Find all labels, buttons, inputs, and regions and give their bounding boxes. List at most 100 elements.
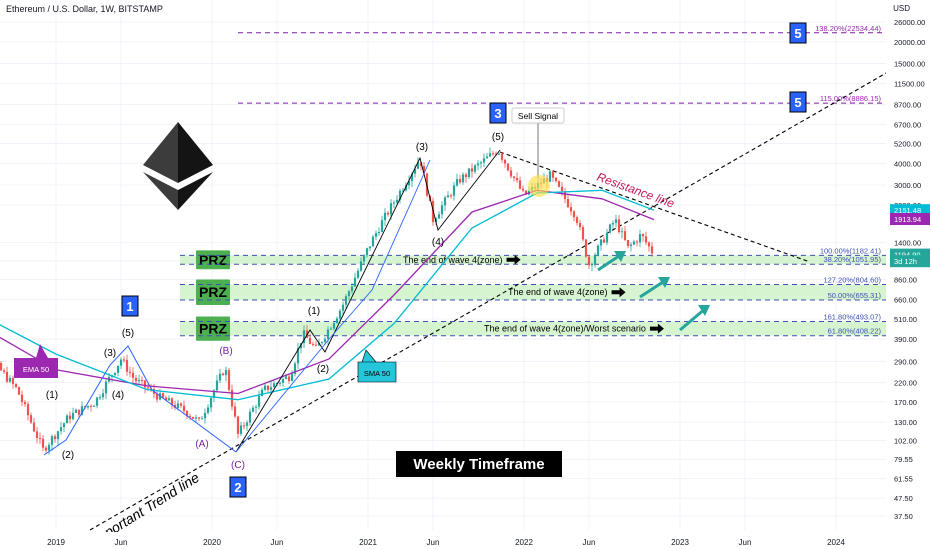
candle-body <box>119 359 123 366</box>
candle-body <box>209 398 213 408</box>
candle-body <box>233 406 237 417</box>
candle-body <box>584 239 588 257</box>
candle-body <box>278 382 282 384</box>
candle-body <box>470 168 474 172</box>
candle-body <box>404 185 408 191</box>
candle-body <box>17 387 21 395</box>
candle-body <box>401 190 405 192</box>
candle-body <box>299 343 303 349</box>
candle-body <box>86 405 90 408</box>
candle-body <box>257 396 261 407</box>
candle-body <box>53 436 57 440</box>
candle-body <box>467 168 471 178</box>
candle-body <box>185 411 189 416</box>
candle-body <box>8 377 12 382</box>
candle-body <box>26 404 30 416</box>
fib-label: 138.20%(22534.44) <box>815 24 881 33</box>
candle-body <box>563 191 567 200</box>
candle-body <box>380 220 384 232</box>
wave-label: (1) <box>308 306 320 317</box>
candle-body <box>341 304 345 311</box>
candle-body <box>218 373 222 381</box>
prz-label-box <box>196 250 230 270</box>
candle-body <box>293 363 297 374</box>
candle-body <box>488 153 492 157</box>
time-axis[interactable]: 2019 Jun 2020 Jun 2021 Jun 2022 Jun 2023 Jun 2024 <box>0 532 932 550</box>
projection-arrow-icon <box>614 251 626 262</box>
candle-body <box>413 168 417 174</box>
candle-body <box>626 240 630 246</box>
prz-label: PRZ <box>199 284 227 300</box>
candle-body <box>644 236 648 243</box>
candle-body <box>314 344 318 346</box>
price-axis[interactable]: 26000.00 20000.00 15000.00 11500.00 8700.00 6… <box>886 0 932 550</box>
wave-label: (3) <box>104 348 116 359</box>
price-tag-label: 1194.90 <box>894 251 921 260</box>
ethereum-logo-icon <box>143 122 178 183</box>
candle-body <box>398 190 402 200</box>
candle-body <box>386 212 390 215</box>
candle-body <box>248 411 252 423</box>
wave-label: (4) <box>112 390 124 401</box>
candle-body <box>620 231 624 233</box>
candle-body <box>230 389 234 407</box>
candle-body <box>266 385 270 390</box>
candle-body <box>590 263 594 266</box>
y-tick-label: 102.00 <box>894 436 917 445</box>
candle-body <box>338 310 342 319</box>
candle-body <box>347 291 351 297</box>
price-tag-label: 3d 12h <box>894 257 917 266</box>
candle-body <box>473 165 477 172</box>
candle-body <box>335 318 339 324</box>
candle-body <box>449 195 453 197</box>
candle-body <box>482 158 486 163</box>
candle-body <box>11 377 15 384</box>
fib-levels: 138.20%(22534.44) 115.00%(8886.15) 100.00%… <box>180 24 886 337</box>
fib-label: 61.80%(408.22) <box>828 327 882 336</box>
y-tick-label: 3000.00 <box>894 181 921 190</box>
candle-body <box>452 185 456 196</box>
timeframe-box <box>396 451 562 477</box>
candle-body <box>167 398 171 401</box>
candle-body <box>203 412 207 419</box>
candle-body <box>629 244 633 246</box>
x-tick-label: Jun <box>739 538 752 547</box>
trend-line <box>89 71 889 531</box>
x-tick-label: Jun <box>271 538 284 547</box>
y-tick-label: 220.00 <box>894 378 917 387</box>
wave-label: (2) <box>317 364 329 375</box>
candle-body <box>491 153 495 155</box>
candle-body <box>38 438 42 440</box>
candle-body <box>440 205 444 215</box>
candle-body <box>200 418 204 420</box>
candle-body <box>89 405 93 407</box>
candle-body <box>227 370 231 390</box>
candle-body <box>221 373 225 376</box>
x-tick-label: Jun <box>427 538 440 547</box>
candle-body <box>602 239 606 243</box>
y-tick-label: 390.00 <box>894 335 917 344</box>
candle-body <box>422 166 426 174</box>
candle-body <box>611 222 615 225</box>
wave-label: (3) <box>416 142 428 153</box>
candle-body <box>521 188 525 191</box>
candle-body <box>272 383 276 388</box>
candle-body <box>170 398 174 405</box>
candle-body <box>608 224 612 233</box>
candle-body <box>389 203 393 215</box>
projection-arrow-icon <box>698 305 710 316</box>
candle-body <box>362 255 366 262</box>
candle-body <box>497 153 501 155</box>
wave-cycle-2b <box>235 159 431 453</box>
ema-tag-box <box>14 344 58 378</box>
candle-body <box>446 195 450 198</box>
fib-label: 127.20%(804.60) <box>823 275 881 284</box>
candle-body <box>374 233 378 237</box>
wave-number-box <box>489 102 507 124</box>
sell-signal-box <box>511 107 565 124</box>
candle-body <box>14 383 18 388</box>
candle-body <box>116 365 120 373</box>
prz-label-box <box>196 316 230 341</box>
candle-body <box>506 163 510 171</box>
